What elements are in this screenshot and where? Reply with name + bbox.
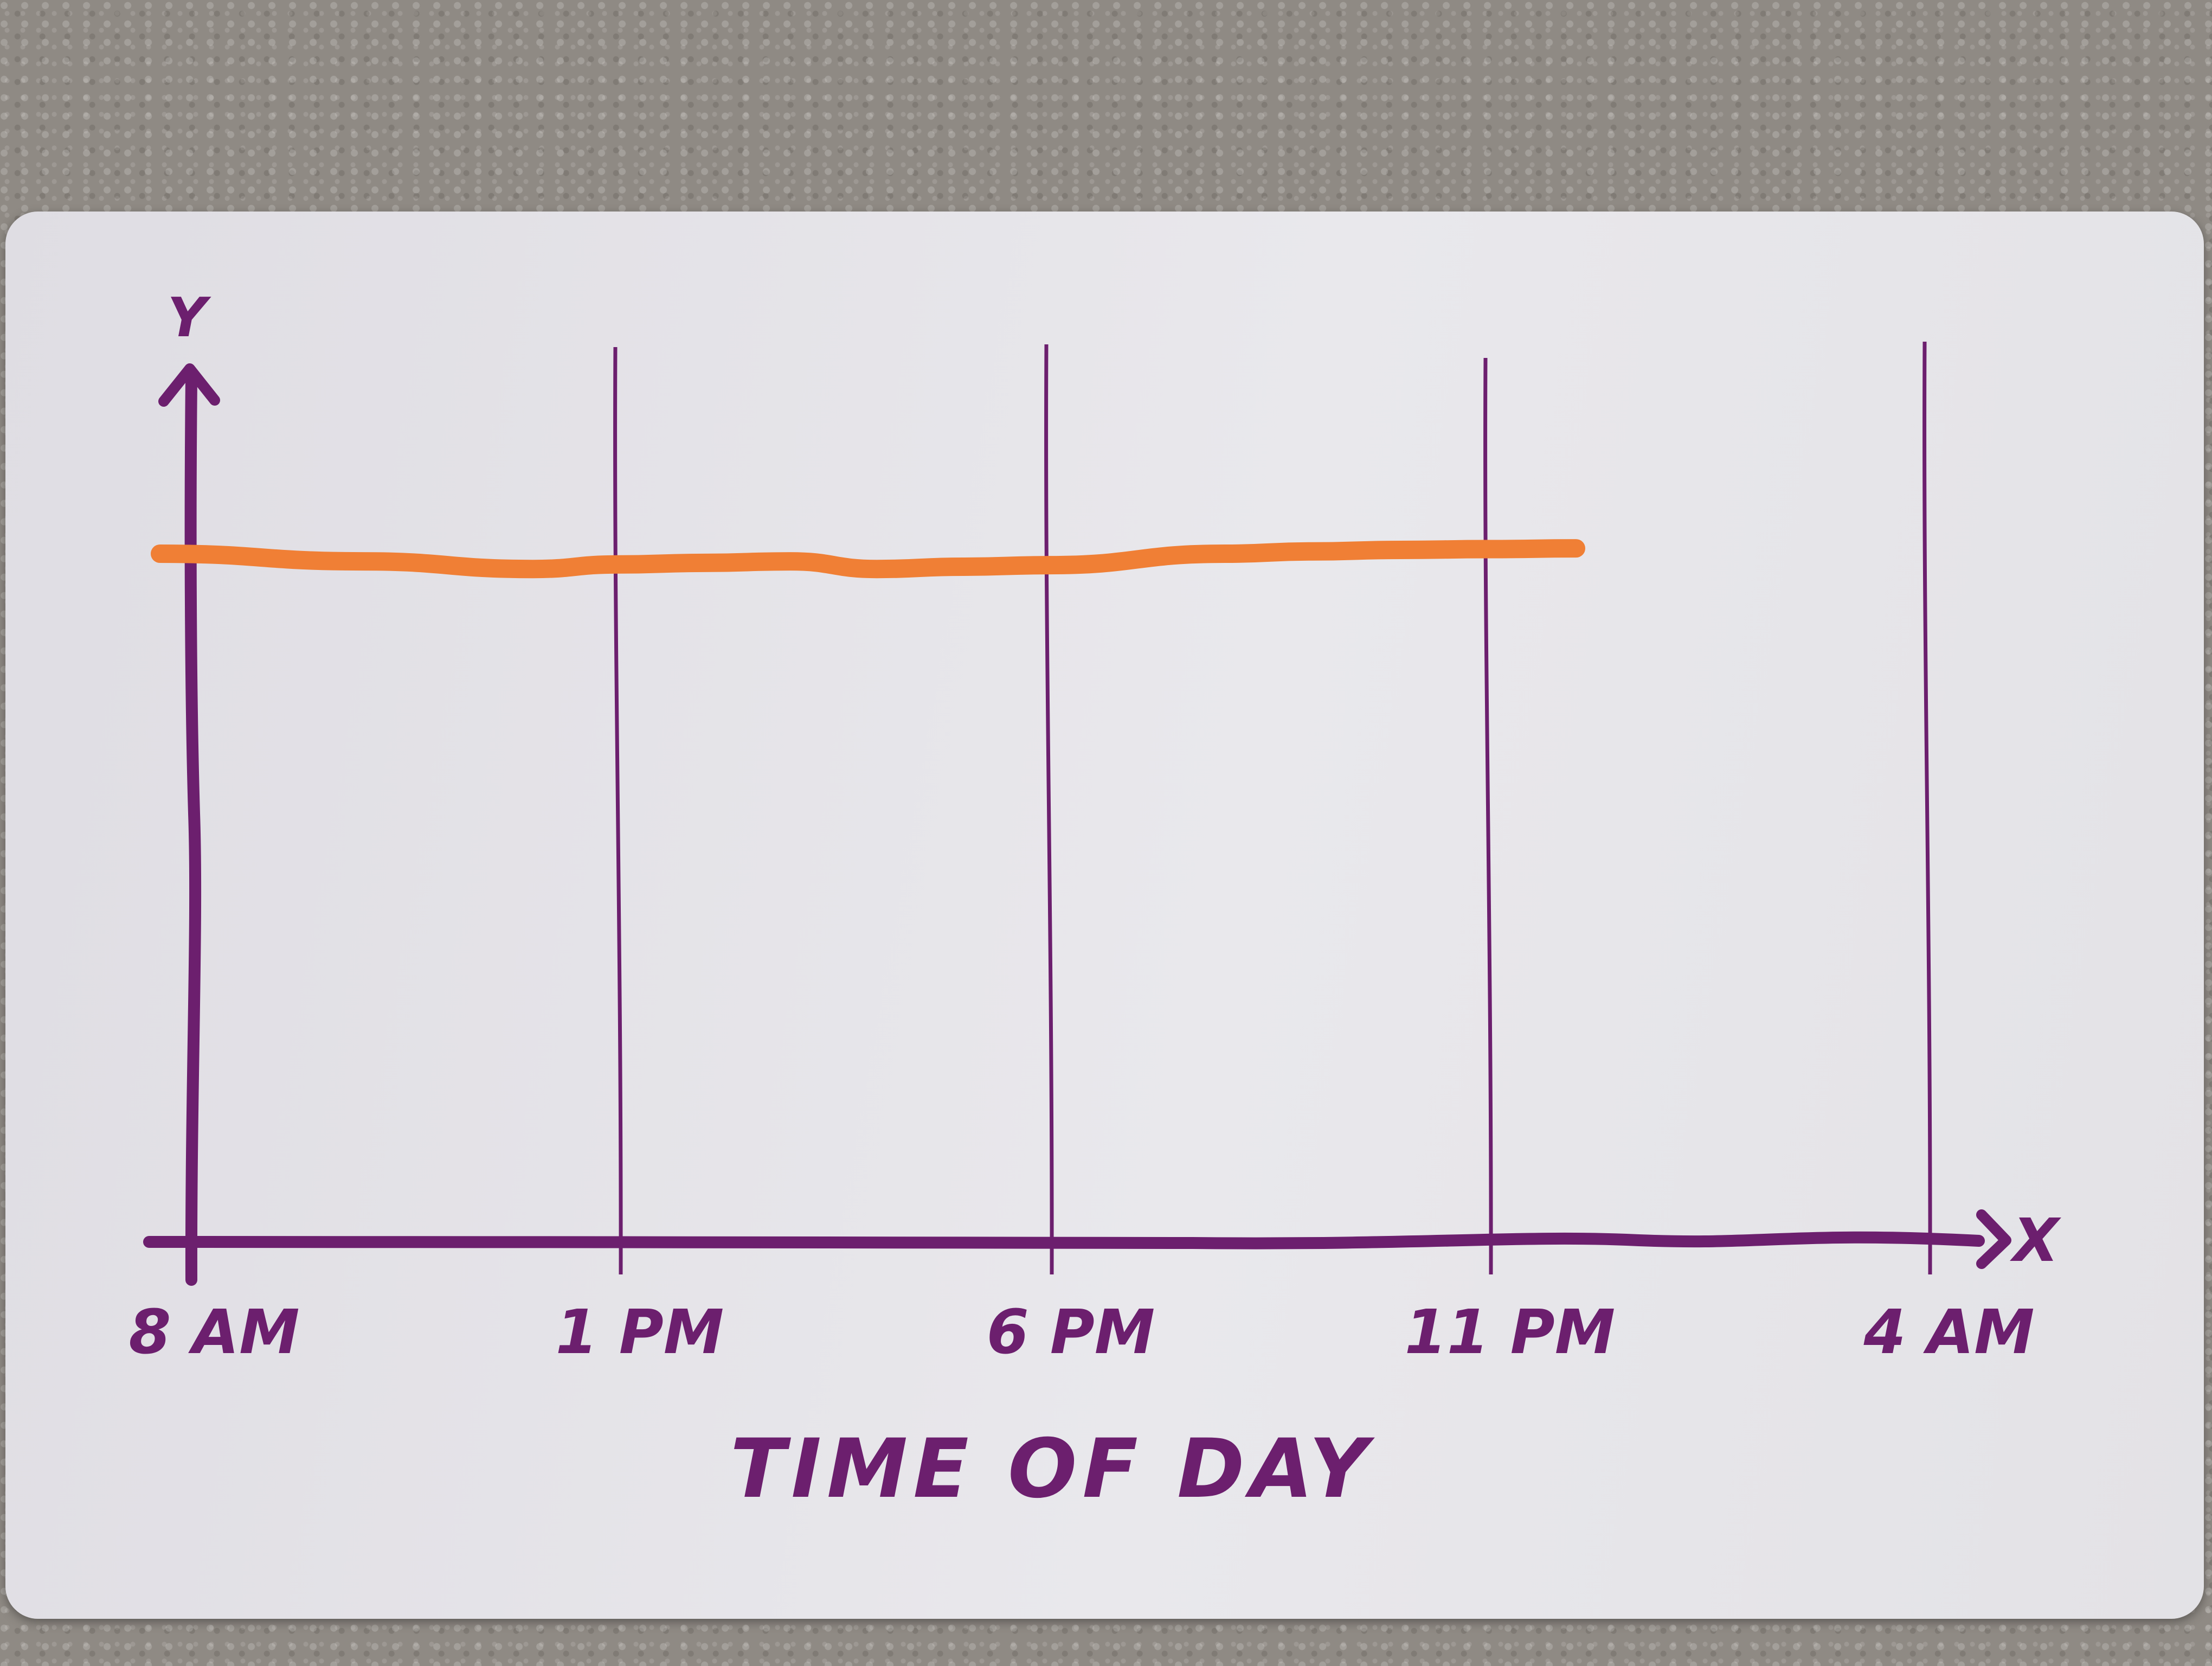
series-line	[151, 539, 1585, 579]
x-axis-letter: X	[2010, 1206, 2062, 1275]
y-axis	[184, 374, 202, 1286]
x-tick-label: 11 PM	[1405, 1297, 1615, 1368]
series-layer	[151, 539, 1585, 579]
x-tick-label: 1 PM	[556, 1297, 724, 1368]
axes	[143, 363, 2011, 1286]
x-tick-label: 8 AM	[128, 1297, 299, 1368]
gridlines	[613, 341, 1932, 1275]
tick-labels: 8 AM 1 PM 6 PM 11 PM 4 AM	[128, 1297, 2034, 1368]
x-tick-label: 4 AM	[1863, 1297, 2034, 1368]
y-axis-label: Y	[168, 286, 211, 349]
y-axis-arrowhead	[158, 363, 220, 407]
x-axis-title: TIME OF DAY	[730, 1422, 1375, 1516]
x-axis	[143, 1231, 1985, 1250]
gridline-1-pm	[613, 347, 623, 1275]
gridline-4-am	[1922, 341, 1932, 1275]
gridline-6-pm	[1044, 344, 1054, 1275]
whiteboard-card	[5, 212, 2204, 1619]
gridline-11-pm	[1483, 357, 1493, 1275]
x-tick-label: 6 PM	[987, 1297, 1155, 1368]
x-axis-arrowhead	[1976, 1209, 2011, 1269]
